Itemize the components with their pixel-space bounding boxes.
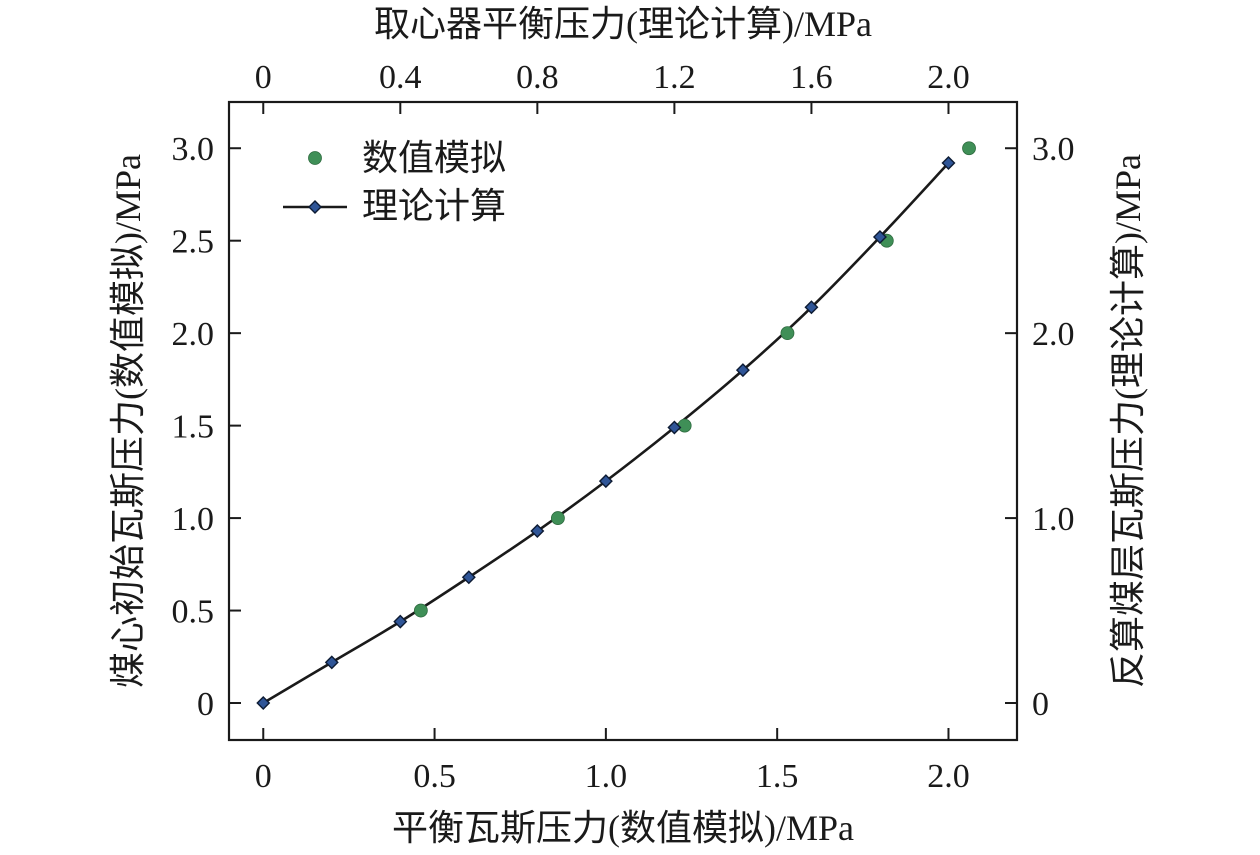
left-axis-title: 煤心初始瓦斯压力(数值模拟)/MPa: [108, 154, 148, 688]
series-layer: [256, 141, 976, 711]
bottom-tick-label: 1.0: [585, 758, 628, 795]
right-tick-label: 2.0: [1032, 316, 1075, 353]
theory-point: [804, 300, 819, 315]
left-tick-label: 0.5: [172, 594, 215, 631]
top-tick-label: 0.4: [379, 59, 422, 96]
theory-point: [461, 570, 476, 585]
bottom-tick-label: 1.5: [756, 758, 799, 795]
top-axis-title: 取心器平衡压力(理论计算)/MPa: [374, 4, 872, 44]
bottom-axis-ticks: 0 0.5 1.0 1.5 2.0: [255, 728, 970, 795]
legend: 数值模拟 理论计算: [283, 138, 506, 226]
bottom-tick-label: 0.5: [413, 758, 456, 795]
theory-point: [256, 696, 271, 711]
left-tick-label: 3.0: [172, 131, 215, 168]
theory-point: [667, 420, 682, 435]
theory-point: [530, 524, 545, 539]
top-tick-label: 0: [255, 59, 272, 96]
sim-point: [677, 418, 692, 433]
theory-point: [941, 156, 956, 171]
right-tick-label: 3.0: [1032, 131, 1075, 168]
theory-line: [262, 162, 950, 705]
theory-point: [872, 230, 887, 244]
right-tick-label: 1.0: [1032, 501, 1075, 538]
legend-label-sim: 数值模拟: [362, 138, 506, 178]
theory-point: [598, 474, 613, 489]
sim-point: [551, 511, 565, 525]
right-axis-ticks: 0 1.0 2.0 3.0: [1005, 131, 1075, 723]
left-axis-ticks: 0 0.5 1.0 1.5 2.0 2.5 3.0: [172, 131, 241, 723]
bottom-tick-label: 2.0: [927, 758, 970, 795]
theory-point: [735, 363, 750, 378]
top-axis-ticks: 0 0.4 0.8 1.2 1.6 2.0: [255, 59, 970, 114]
top-tick-label: 2.0: [927, 59, 970, 96]
legend-marker-theory: [308, 200, 322, 214]
sim-point: [962, 141, 976, 156]
bottom-tick-label: 0: [255, 758, 272, 795]
theory-point: [324, 655, 339, 670]
legend-marker-sim: [308, 151, 322, 165]
top-tick-label: 1.6: [790, 59, 833, 96]
top-tick-label: 1.2: [653, 59, 696, 96]
top-tick-label: 0.8: [516, 59, 559, 96]
sim-point: [413, 603, 428, 618]
left-tick-label: 1.0: [172, 501, 215, 538]
left-tick-label: 1.5: [172, 409, 215, 446]
right-tick-label: 0: [1032, 686, 1049, 723]
theory-point: [393, 614, 408, 629]
right-axis-title: 反算煤层瓦斯压力(理论计算)/MPa: [1108, 154, 1148, 688]
plot-frame: [227, 100, 1019, 742]
left-tick-label: 2.0: [172, 316, 215, 353]
sim-point: [780, 326, 795, 341]
bottom-axis-title: 平衡瓦斯压力(数值模拟)/MPa: [392, 808, 854, 848]
left-tick-label: 0: [197, 686, 214, 723]
left-tick-label: 2.5: [172, 224, 215, 261]
legend-label-theory: 理论计算: [362, 186, 506, 226]
